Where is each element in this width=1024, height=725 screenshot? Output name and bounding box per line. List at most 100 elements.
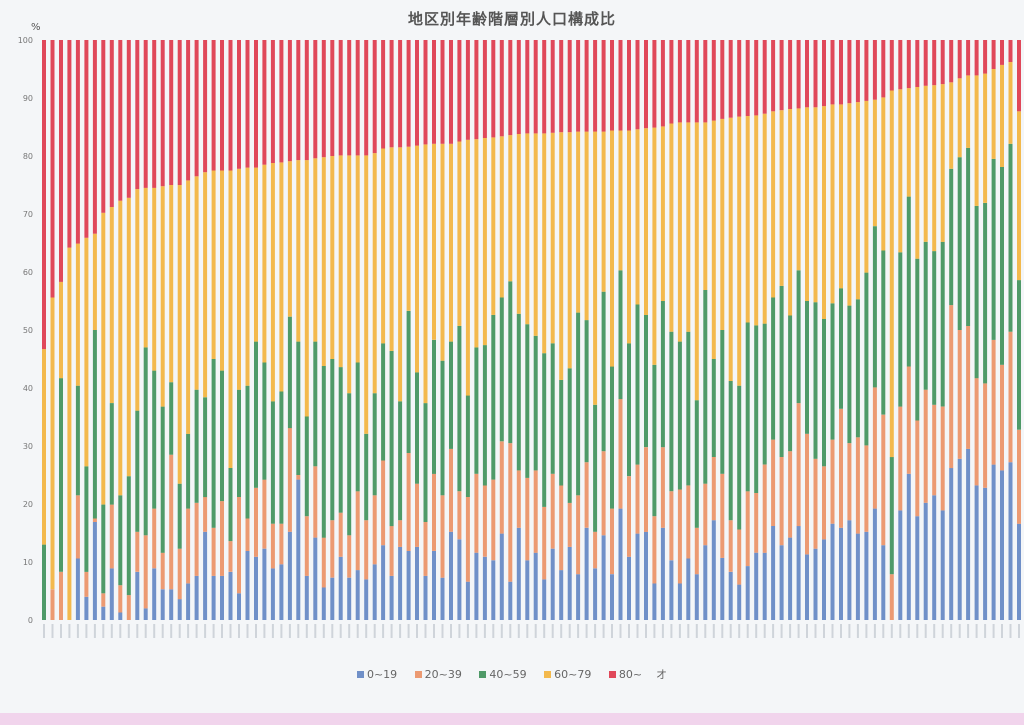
bar-segment-60-79 (270, 163, 275, 402)
bar-segment-80-plus (940, 40, 945, 85)
x-category-label-mark (738, 624, 741, 638)
bar-segment-40-59 (576, 312, 581, 496)
bar-segment-40-59 (126, 476, 131, 596)
bar-segment-60-79 (482, 138, 487, 346)
bar-segment-0-19 (813, 548, 818, 620)
bar-segment-0-19 (389, 575, 394, 620)
x-category-label-mark (678, 624, 681, 638)
bar-segment-80-plus (737, 40, 742, 117)
bar-segment-80-plus (254, 40, 258, 168)
bar-segment-20-39 (745, 491, 750, 566)
bar-segment-60-79 (898, 89, 903, 253)
y-tick-label: 40 (23, 384, 33, 393)
bar-segment-60-79 (881, 97, 886, 251)
bar-segment-20-39 (974, 378, 979, 486)
bar-segment-0-19 (347, 577, 352, 620)
bar-segment-80-plus (728, 40, 733, 118)
bar-segment-60-79 (347, 155, 352, 394)
bar-segment-0-19 (499, 533, 504, 620)
bar-61 (550, 40, 555, 638)
bar-segment-20-39 (822, 466, 826, 540)
x-category-label-mark (933, 624, 936, 638)
x-category-label-mark (60, 624, 62, 638)
bar-segment-60-79 (398, 147, 403, 402)
bar-segment-40-59 (796, 270, 801, 404)
x-category-label-mark (941, 624, 944, 638)
x-category-label-mark (314, 624, 317, 638)
x-category-label-mark (814, 624, 817, 638)
bar-segment-20-39 (101, 593, 106, 607)
x-category-label-mark (390, 624, 393, 638)
bar-segment-60-79 (525, 133, 530, 325)
bar-segment-80-plus (533, 40, 538, 134)
y-tick-label: 0 (28, 616, 33, 625)
bar-88 (779, 40, 784, 638)
x-category-label-mark (466, 624, 469, 638)
x-category-label-mark (661, 624, 664, 638)
x-category-label-mark (102, 624, 105, 638)
bar-segment-60-79 (923, 85, 928, 242)
x-category-label-mark (339, 624, 342, 638)
bar-90 (796, 40, 801, 638)
x-category-label-mark (492, 624, 495, 638)
bar-segment-0-19 (610, 574, 614, 620)
bar-segment-80-plus (389, 40, 394, 148)
bar-segment-0-19 (203, 531, 208, 620)
bar-segment-40-59 (822, 319, 826, 467)
bar-segment-60-79 (474, 139, 479, 348)
bar-segment-40-59 (516, 313, 521, 471)
x-category-label-mark (450, 624, 452, 638)
bar-109 (957, 40, 962, 638)
bar-segment-60-79 (711, 120, 716, 359)
bar-segment-40-59 (533, 335, 538, 471)
bar-segment-40-59 (940, 241, 945, 407)
bar-segment-40-59 (881, 250, 886, 415)
x-category-label-mark (856, 624, 859, 638)
bar-segment-0-19 (177, 599, 182, 620)
bar-80 (711, 40, 716, 638)
bar-segment-60-79 (101, 212, 106, 505)
bar-segment-20-39 (847, 443, 852, 521)
bar-segment-60-79 (423, 144, 428, 404)
legend-label: 80~ (618, 668, 643, 681)
bar-segment-60-79 (491, 137, 496, 315)
x-category-label-mark (619, 624, 622, 638)
bar-segment-0-19 (321, 587, 326, 620)
bar-segment-60-79 (974, 75, 979, 206)
bar-segment-60-79 (279, 162, 284, 392)
bar-segment-60-79 (949, 82, 954, 169)
bar-segment-0-19 (847, 520, 852, 620)
x-category-label-mark (373, 624, 376, 638)
bar-segment-40-59 (906, 196, 911, 367)
bar-54 (491, 40, 496, 638)
bar-segment-0-19 (745, 566, 750, 620)
x-category-label-mark (127, 624, 130, 638)
bar-16 (169, 40, 174, 638)
bar-segment-0-19 (296, 479, 301, 620)
bar-44 (406, 40, 411, 638)
bar-segment-40-59 (482, 345, 487, 486)
x-category-label-mark (551, 624, 554, 638)
bar-segment-40-59 (983, 203, 988, 384)
bar-segment-80-plus (135, 40, 140, 190)
bar-segment-60-79 (220, 170, 224, 371)
chart-title: 地区別年齢階層別人口構成比 (407, 10, 616, 28)
x-category-label-mark (746, 624, 749, 638)
bar-segment-40-59 (754, 325, 759, 493)
bar-segment-80-plus (788, 40, 793, 109)
bar-69 (618, 40, 623, 638)
bar-segment-0-19 (966, 448, 971, 620)
bar-57 (516, 40, 521, 638)
bar-segment-40-59 (779, 285, 784, 457)
bar-segment-80-plus (508, 40, 513, 136)
bar-segment-60-79 (796, 108, 801, 271)
x-category-label-mark (712, 624, 715, 638)
bar-segment-80-plus (42, 40, 46, 350)
bar-51 (465, 40, 470, 638)
bar-64 (576, 40, 581, 638)
bar-segment-80-plus (381, 40, 386, 149)
bar-48 (440, 40, 445, 638)
x-category-label-mark (246, 624, 249, 638)
bar-segment-40-59 (59, 378, 63, 572)
bar-segment-0-19 (567, 546, 572, 620)
